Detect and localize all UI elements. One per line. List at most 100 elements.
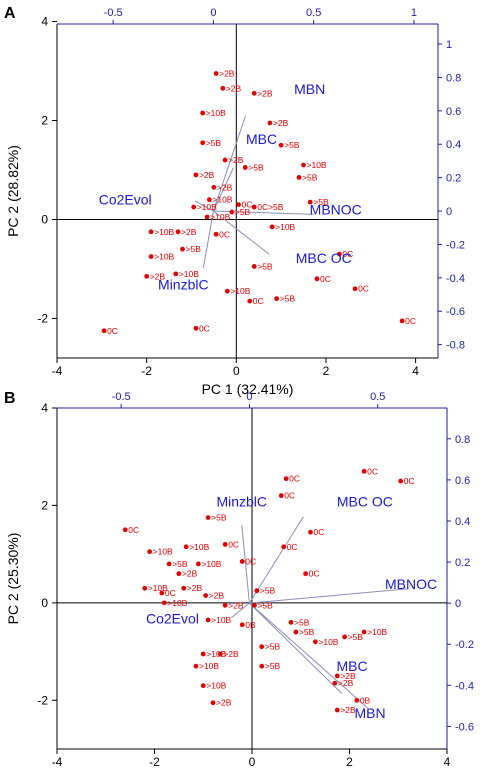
point-label: 0C [358,284,369,294]
data-point [274,296,280,302]
right-tick-label: 0.4 [446,139,461,151]
data-point [269,224,275,230]
top-tick-label: -0.5 [104,7,123,19]
loading-label: MBC OC [337,494,393,510]
point-label: >10B [210,212,230,222]
point-label: >10B [318,637,338,647]
x-tick-label: 2 [323,364,330,378]
loading-vector [195,200,214,212]
x-tick-label: -2 [149,755,160,769]
data-point [222,602,228,608]
y-tick-label: 4 [41,401,48,415]
point-label: >5B [265,642,281,652]
y-tick-label: -2 [37,693,48,707]
data-point [175,229,181,235]
point-label: 0B [245,620,256,630]
loading-label: MBC [337,658,368,674]
point-label: 0C [287,542,298,552]
top-tick-label: 1 [411,7,417,19]
data-point [222,157,228,163]
right-tick-label: 0 [455,598,461,610]
data-point [147,549,153,555]
data-point [200,683,206,689]
right-tick-label: -0.4 [455,680,474,692]
point-label: 0B [360,695,371,705]
x-tick-label: 0 [249,755,256,769]
loading-label: MBN [354,705,385,721]
data-point [278,142,284,148]
data-point [213,71,219,76]
data-point [236,202,241,208]
point-label: >2B [209,591,225,601]
point-label: >5B [260,586,276,596]
y-tick-label: -2 [37,311,48,325]
y-tick-label: 0 [41,596,48,610]
loading-label: Co2Evol [99,191,152,207]
point-label: 0C [128,525,139,535]
data-point [259,663,265,669]
right-tick-label: 0.8 [446,72,461,84]
data-point [173,271,179,277]
x-tick-label: 2 [346,755,353,769]
point-label: 0C [405,316,416,326]
right-tick-label: 1 [446,39,452,51]
right-tick-label: -0.8 [446,340,465,352]
point-label: 0C [404,476,415,486]
point-label: >5B [302,172,318,182]
data-point [207,197,212,203]
loading-label: MBNOC [310,201,362,217]
data-point [181,585,187,591]
right-tick-label: -0.4 [446,273,465,285]
loading-vector [249,602,368,709]
data-point [303,571,309,577]
y-tick-label: 2 [41,498,48,512]
data-point [247,298,253,304]
data-point [334,673,340,679]
point-label: 0C [309,569,320,579]
point-label: >5B [348,632,364,642]
point-label: >5B [284,140,300,150]
data-point [180,246,185,252]
point-label: 0C [342,249,353,259]
data-point [281,544,287,550]
data-point [148,229,154,235]
data-point [251,90,257,96]
data-point [213,231,219,237]
point-label: >2B [257,88,273,98]
data-point [342,634,348,640]
x-axis-label: PC 1 (32.41%) [202,381,294,397]
point-label: >5B [172,559,188,569]
point-label: 0C [314,527,325,537]
point-label: >10B [154,252,174,262]
data-point [166,561,172,567]
data-point [200,651,206,657]
chart-panel-a: -4 -2 0 2 4 -2 0 2 4 -0.5 0 0.5 1 -0.8 -0.6 -0.4 -0.2 0 0.… [5,7,465,397]
loading-label: MinzblC [216,494,267,510]
point-label: >2B [219,68,235,78]
point-label: 0C [219,229,230,239]
top-tick-label: 0.5 [370,391,385,403]
point-label: >5B [211,513,227,523]
point-label: >5B [206,138,222,148]
data-point [122,527,128,533]
point-label: >5B [280,294,296,304]
loading-label: Co2Evol [146,611,199,627]
right-tick-label: 0.2 [446,173,461,185]
point-label: >2B [338,678,354,688]
right-tick-label: -0.6 [446,306,465,318]
data-point [352,286,358,292]
data-point [334,707,340,713]
data-point [361,468,367,474]
loading-label: MBN [294,81,325,97]
data-point [242,165,248,170]
loading-vector [231,602,250,618]
x-tick-label: 4 [412,364,419,378]
point-label: >10B [153,547,173,557]
x-tick-label: 0 [233,364,240,378]
data-point [193,172,199,178]
data-point [161,600,167,606]
data-point [314,276,320,282]
loading-vector [202,210,214,268]
loading-vector [213,210,270,255]
point-label: >5B [257,600,273,610]
